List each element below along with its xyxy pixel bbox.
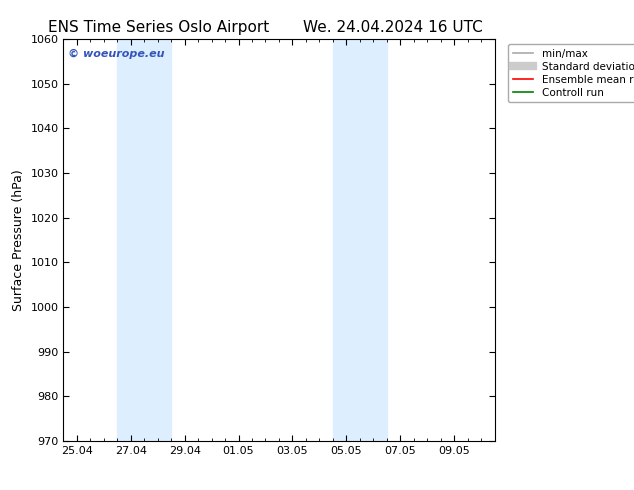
Text: ENS Time Series Oslo Airport: ENS Time Series Oslo Airport <box>48 20 269 35</box>
Text: We. 24.04.2024 16 UTC: We. 24.04.2024 16 UTC <box>303 20 483 35</box>
Text: © woeurope.eu: © woeurope.eu <box>68 49 164 59</box>
Bar <box>333 39 387 441</box>
Bar <box>117 39 171 441</box>
Y-axis label: Surface Pressure (hPa): Surface Pressure (hPa) <box>12 169 25 311</box>
Legend: min/max, Standard deviation, Ensemble mean run, Controll run: min/max, Standard deviation, Ensemble me… <box>508 45 634 102</box>
